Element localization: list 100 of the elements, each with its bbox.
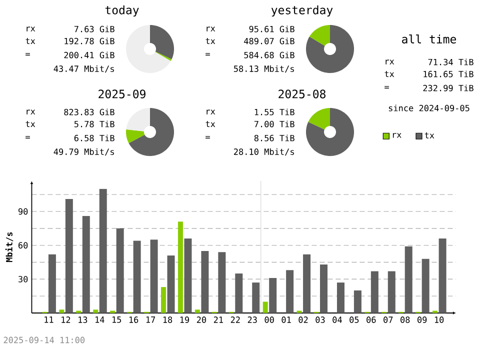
- text: 28.10 Mbit/s: [234, 148, 294, 156]
- text: 5.78 TiB: [74, 120, 114, 128]
- text: =: [26, 53, 30, 56]
- text: rx: [386, 60, 394, 64]
- x-tick-label: 05: [350, 316, 359, 323]
- x-tick-label: 21: [214, 316, 223, 323]
- text: 2025-09-14 11:00: [4, 336, 85, 344]
- chart-title: today: [105, 5, 139, 17]
- text: 192.78 GiB: [64, 38, 114, 44]
- bar: [201, 250, 209, 313]
- text: 7.00 TiB: [254, 120, 294, 128]
- text: since 2024-09-05: [388, 104, 470, 112]
- text: =: [384, 86, 389, 88]
- bar: [133, 240, 141, 313]
- x-tick-label: 02: [298, 316, 308, 323]
- text: 71.34 TiB: [428, 58, 474, 66]
- bar: [161, 287, 166, 313]
- legend-label: rx: [392, 132, 402, 138]
- text: rx: [206, 26, 216, 32]
- x-tick-label: 22: [230, 316, 240, 323]
- bar: [116, 228, 124, 313]
- x-tick-label: 07: [384, 316, 393, 323]
- y-tick-label: 60: [18, 242, 28, 249]
- text: rx: [26, 26, 36, 32]
- text: 6.58 TiB: [74, 134, 114, 142]
- bar: [184, 238, 192, 313]
- bar: [269, 278, 277, 313]
- text: 95.61 GiB: [249, 26, 294, 32]
- bar: [286, 270, 294, 313]
- bar: [218, 252, 226, 313]
- text: 49.79 Mbit/s: [54, 148, 114, 156]
- x-tick-label: 09: [418, 316, 427, 323]
- x-tick-label: 23: [248, 316, 257, 323]
- bar: [370, 271, 378, 313]
- text: =: [206, 53, 210, 56]
- y-tick-label: 90: [18, 208, 28, 215]
- bar: [252, 282, 260, 313]
- bar: [99, 188, 107, 313]
- bar: [303, 254, 311, 313]
- chart-title: 2025-09: [98, 90, 146, 98]
- bar: [82, 216, 90, 313]
- x-tick-label: 11: [44, 316, 54, 323]
- x-tick-label: 19: [180, 316, 190, 323]
- text: tx: [26, 121, 36, 127]
- bar: [59, 310, 64, 313]
- bar: [320, 264, 328, 313]
- text: rx: [26, 110, 36, 114]
- x-tick-label: 13: [78, 316, 88, 323]
- text: 8.56 TiB: [254, 134, 294, 142]
- text: tx: [26, 38, 36, 44]
- text: =: [206, 136, 210, 138]
- x-tick-label: 03: [316, 316, 325, 323]
- bar: [178, 222, 183, 313]
- text: tx: [206, 121, 216, 127]
- y-tick-label: 30: [18, 276, 28, 282]
- bar: [438, 238, 446, 313]
- legend-label: tx: [424, 132, 434, 138]
- text: 1.55 TiB: [254, 108, 294, 116]
- text: 58.13 Mbit/s: [234, 65, 294, 73]
- x-tick-label: 00: [264, 316, 274, 323]
- chart-title: yesterday: [271, 5, 333, 17]
- x-tick-label: 17: [146, 316, 156, 323]
- x-tick-label: 01: [282, 316, 291, 323]
- text: 823.83 GiB: [64, 108, 114, 116]
- bar: [235, 274, 243, 313]
- x-tick-label: 10: [434, 316, 444, 323]
- text: 232.99 TiB: [423, 84, 474, 92]
- x-tick-label: 12: [62, 316, 70, 323]
- bar: [336, 282, 344, 313]
- text: 200.41 GiB: [64, 52, 114, 58]
- bar: [150, 240, 158, 313]
- bar: [167, 255, 175, 313]
- x-tick-label: 15: [112, 316, 122, 323]
- text: rx: [206, 110, 216, 114]
- x-tick-label: 18: [163, 316, 172, 323]
- text: tx: [206, 38, 216, 44]
- text: =: [26, 136, 30, 138]
- text: 161.65 TiB: [424, 70, 474, 78]
- x-tick-label: 14: [96, 316, 104, 323]
- bar: [48, 254, 56, 313]
- x-tick-label: 06: [366, 316, 376, 323]
- bar: [354, 290, 362, 313]
- y-axis-title: Mbit/s: [5, 232, 14, 262]
- bar: [422, 258, 430, 313]
- text: tx: [384, 71, 394, 77]
- bar: [388, 271, 396, 313]
- text: all time: [402, 34, 456, 44]
- x-tick-label: 04: [332, 316, 342, 323]
- bar: [65, 199, 73, 313]
- x-tick-label: 08: [400, 316, 410, 323]
- text: 43.47 Mbit/s: [54, 65, 114, 73]
- text: 7.63 GiB: [74, 26, 114, 32]
- text: 584.68 GiB: [244, 52, 294, 58]
- bar: [404, 246, 412, 313]
- bar: [93, 310, 98, 313]
- x-tick-label: 16: [129, 316, 138, 323]
- chart-title: 2025-08: [278, 90, 326, 98]
- x-tick-label: 20: [196, 316, 206, 323]
- text: 489.07 GiB: [244, 38, 294, 44]
- bar: [262, 302, 268, 313]
